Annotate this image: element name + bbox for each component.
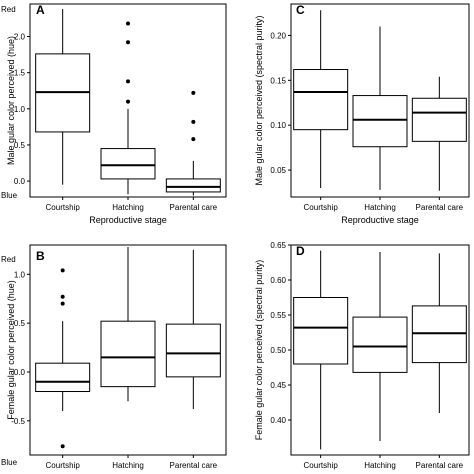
x-tick-label: Hatching — [364, 203, 396, 212]
y-tick-label: 0.5 — [14, 319, 26, 328]
y-tick-label: 0.15 — [270, 76, 286, 85]
iqr-box — [165, 323, 221, 378]
y-tick-label: 0.45 — [270, 381, 286, 390]
iqr-box — [411, 305, 467, 364]
box-plot-parental-care — [411, 76, 467, 191]
x-axis-label: Reproductive stage — [89, 215, 167, 225]
x-tick-label: Parental care — [416, 461, 464, 470]
x-tick-label: Courtship — [46, 461, 81, 470]
y-tick-label: 0.05 — [270, 166, 286, 175]
x-tick-label: Parental care — [170, 461, 218, 470]
box-plot-courtship — [293, 10, 349, 189]
panel-letter: C — [296, 3, 305, 17]
x-tick-label: Parental care — [170, 203, 218, 212]
iqr-box — [35, 362, 91, 393]
y-tick-label: 0.55 — [270, 311, 286, 320]
box-plot-hatching — [352, 26, 408, 190]
outlier-point — [60, 268, 65, 273]
y-tick-label: 1.5 — [14, 69, 26, 78]
box-plot-courtship — [293, 250, 349, 450]
panel-letter: B — [36, 249, 45, 263]
box-plot-parental-care — [411, 253, 467, 413]
x-axis-label: Reproductive stage — [341, 215, 419, 225]
outlier-point — [60, 301, 65, 306]
outlier-point — [126, 79, 130, 84]
iqr-box — [352, 95, 408, 148]
iqr-box — [165, 178, 221, 193]
y-axis-label: Female gular color perceived (hue) — [6, 280, 16, 420]
iqr-box — [100, 148, 156, 180]
iqr-box — [100, 320, 156, 388]
outlier-point — [191, 137, 196, 142]
y-axis-label: Male gular color perceived (spectral pur… — [254, 15, 264, 185]
x-tick-label: Courtship — [304, 461, 339, 470]
y-tick-label: 0.10 — [270, 121, 286, 130]
y-tick-label: 0.0 — [14, 177, 26, 186]
y-tick-label: 0.40 — [270, 416, 286, 425]
y-tick-label: -0.5 — [11, 417, 25, 426]
y-tick-label: 0.0 — [14, 368, 26, 377]
x-tick-label: Hatching — [112, 461, 144, 470]
box-plot-hatching — [100, 21, 156, 195]
panel-letter: D — [296, 244, 305, 258]
y-axis-label: Female gular color perceived (spectral p… — [254, 260, 264, 441]
panel-a: A 0.0 0.5 1.0 1.5 2.0 Courtship Hatching Parenta… — [1, 3, 227, 225]
y-tick-label: 1.0 — [14, 105, 26, 114]
panel-d: D 0.40 0.45 0.50 0.55 0.60 0.65 Courtship Hatchi… — [254, 241, 470, 474]
box-plot-courtship — [35, 268, 91, 449]
y-tick-label: 0.20 — [270, 31, 286, 40]
y-axis-label: Male gular color perceived (hue) — [6, 36, 16, 165]
end-label-top: Red — [1, 255, 16, 264]
box-plot-courtship — [35, 9, 91, 185]
panel-letter: A — [36, 3, 45, 17]
iqr-box — [411, 97, 467, 142]
box-plot-parental-care — [165, 249, 221, 410]
iqr-box — [293, 69, 349, 131]
y-tick-label: 0.50 — [270, 346, 286, 355]
box-plot-hatching — [352, 252, 408, 441]
outlier-point — [191, 119, 196, 124]
box-plot-parental-care — [165, 90, 221, 196]
outlier-point — [126, 99, 130, 104]
y-tick-label: 0.65 — [270, 241, 286, 250]
y-tick-label: 0.60 — [270, 276, 286, 285]
panel-b: B -0.5 0.0 0.5 1.0 Courtship Hatching Parental … — [1, 244, 227, 474]
box-plot-hatching — [100, 246, 156, 402]
panel-c: C 0.05 0.10 0.15 0.20 Courtship Hatching Parent… — [254, 3, 470, 225]
x-tick-label: Courtship — [304, 203, 339, 212]
x-tick-label: Courtship — [46, 203, 81, 212]
y-tick-label: 0.5 — [14, 141, 26, 150]
outlier-point — [126, 40, 130, 45]
x-tick-label: Hatching — [112, 203, 144, 212]
end-label-top: Red — [1, 5, 16, 14]
outlier-point — [60, 294, 65, 299]
end-label-bottom: Blue — [1, 191, 18, 200]
y-tick-label: 1.0 — [14, 270, 26, 279]
iqr-box — [352, 316, 408, 373]
outlier-point — [60, 444, 65, 449]
x-tick-label: Hatching — [364, 461, 396, 470]
outlier-point — [126, 21, 130, 26]
end-label-bottom: Blue — [1, 458, 18, 467]
iqr-box — [293, 297, 349, 365]
y-tick-label: 2.0 — [14, 33, 26, 42]
outlier-point — [191, 90, 196, 95]
x-tick-label: Parental care — [416, 203, 464, 212]
